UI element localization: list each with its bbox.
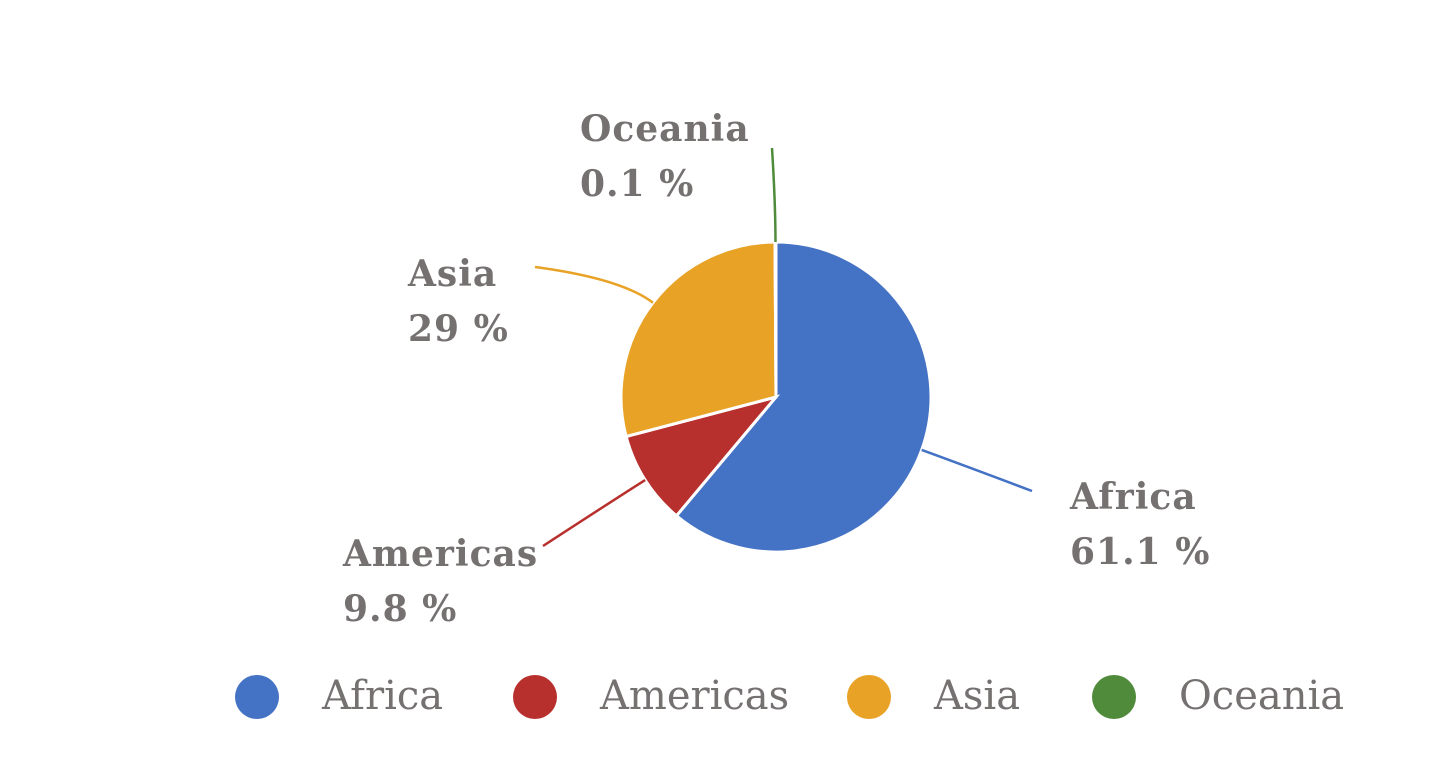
legend-marker [847, 675, 891, 719]
legend-label: Africa [321, 673, 443, 719]
data-label-name: Africa [1069, 476, 1197, 518]
data-label: 61.1 % [1070, 531, 1210, 573]
data-label-name: Americas [342, 533, 538, 575]
legend-marker [513, 675, 557, 719]
legend-marker [1092, 675, 1136, 719]
pie-slice [619, 240, 778, 439]
leader-line [542, 478, 646, 548]
leader-line [921, 448, 1033, 493]
leader-line [770, 147, 777, 243]
data-label-name: Oceania [580, 108, 750, 150]
leader-line [534, 265, 654, 304]
pie-slice [773, 240, 778, 398]
data-label: 9.8 % [343, 588, 457, 630]
data-label-name: Asia [407, 253, 497, 295]
data-label: 29 % [408, 308, 509, 350]
legend-label: Oceania [1179, 673, 1344, 719]
legend-label: Americas [599, 673, 789, 719]
legend-label: Asia [933, 673, 1020, 719]
data-label: 0.1 % [580, 163, 694, 205]
legend-marker [235, 675, 279, 719]
